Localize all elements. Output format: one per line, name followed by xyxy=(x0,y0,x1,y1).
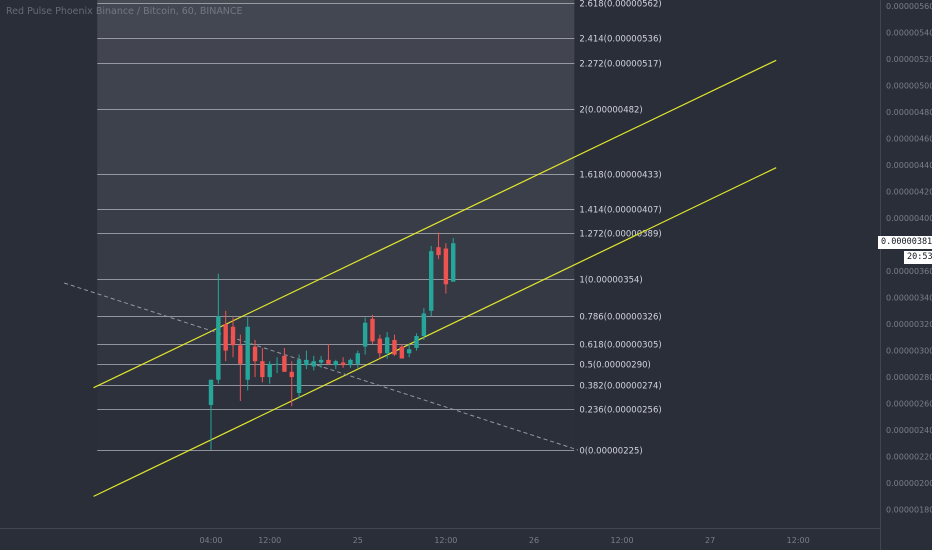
fib-label: 2(0.00000482) xyxy=(579,106,642,116)
fib-label: 1.414(0.00000407) xyxy=(579,206,661,216)
candle-body xyxy=(436,247,441,256)
candle-body xyxy=(392,339,397,355)
channel-lower-line xyxy=(93,167,777,497)
fib-label: 0.5(0.00000290) xyxy=(579,361,651,371)
candle-body xyxy=(318,359,324,363)
fib-label: 1.618(0.00000433) xyxy=(579,171,661,181)
candle-body xyxy=(362,322,368,347)
candle-body xyxy=(296,359,302,393)
fib-label: 2.618(0.00000562) xyxy=(579,0,661,10)
candle-body xyxy=(311,361,316,367)
fib-zone xyxy=(97,174,575,209)
fib-zone xyxy=(97,0,575,4)
candle-body xyxy=(223,324,228,351)
candle-body xyxy=(274,363,280,365)
candle-body xyxy=(429,251,434,311)
candle-body xyxy=(230,326,236,346)
fib-label: 1.272(0.00000389) xyxy=(579,230,661,240)
candle-body xyxy=(348,359,353,366)
candle-body xyxy=(355,353,360,364)
price-axis-label: 0.00000180 xyxy=(886,506,932,515)
fib-zone xyxy=(97,408,575,450)
candle-body xyxy=(289,371,294,378)
price-axis-label: 0.00000560 xyxy=(886,2,932,11)
fib-label: 1(0.00000354) xyxy=(579,276,642,286)
candle-body xyxy=(245,326,250,380)
candle-body xyxy=(399,346,405,359)
candle-body xyxy=(384,337,390,354)
time-axis-label: 27 xyxy=(705,536,715,545)
price-axis-label: 0.00000320 xyxy=(886,320,932,329)
candle-body xyxy=(208,379,214,405)
time-axis-label: 12:00 xyxy=(611,536,634,545)
candle-body xyxy=(414,336,419,348)
candle-body xyxy=(282,355,287,372)
fib-label: 0(0.00000225) xyxy=(579,447,642,457)
candle-body xyxy=(326,359,331,364)
candle-body xyxy=(443,248,449,285)
price-axis-label: 0.00000460 xyxy=(886,134,932,143)
time-axis-label: 12:00 xyxy=(434,536,457,545)
fib-label: 2.414(0.00000536) xyxy=(579,35,661,45)
price-axis-label: 0.00000420 xyxy=(886,188,932,197)
price-axis-label: 0.00000520 xyxy=(886,55,932,64)
fib-zone xyxy=(97,279,575,317)
time-axis-label: 26 xyxy=(529,536,539,545)
candle-body xyxy=(406,349,412,354)
fib-label: 0.618(0.00000305) xyxy=(579,341,661,351)
time-axis-label: 12:00 xyxy=(258,536,281,545)
price-axis-label: 0.00000240 xyxy=(886,426,932,435)
price-axis-label: 0.00000500 xyxy=(886,81,932,90)
fib-zone xyxy=(97,316,575,344)
fib-zone xyxy=(97,109,575,175)
candle-body xyxy=(333,361,338,366)
price-axis-label: 0.00000540 xyxy=(886,28,932,37)
candle-body xyxy=(421,313,427,336)
candle-body xyxy=(370,318,375,342)
candle-body xyxy=(252,346,258,362)
last-price-tag: 0.00000381 xyxy=(878,236,932,249)
fib-zone xyxy=(97,62,575,110)
candle-body xyxy=(267,363,272,378)
candle-body xyxy=(304,359,309,366)
countdown-tag: 20:53 xyxy=(904,251,932,264)
symbol-legend: Red Pulse Phoenix Binance / Bitcoin, 60,… xyxy=(6,6,243,17)
price-axis-label: 0.00000300 xyxy=(886,347,932,356)
fib-zone xyxy=(97,3,575,38)
fib-label: 0.236(0.00000256) xyxy=(579,406,661,416)
time-axis-label: 04:00 xyxy=(199,536,222,545)
channel-upper-line xyxy=(93,59,777,389)
fib-zone xyxy=(97,385,575,409)
time-axis-label: 25 xyxy=(353,536,363,545)
price-axis-label: 0.00000360 xyxy=(886,267,932,276)
time-axis-label: 12:00 xyxy=(787,536,810,545)
fib-zone xyxy=(97,208,575,233)
dashed-trendline xyxy=(64,282,579,451)
price-axis-label: 0.00000480 xyxy=(886,108,932,117)
price-axis-label: 0.00000440 xyxy=(886,161,932,170)
candle-body xyxy=(377,338,383,354)
price-axis-label: 0.00000340 xyxy=(886,294,932,303)
candle-body xyxy=(260,361,265,378)
fib-label: 0.382(0.00000274) xyxy=(579,382,661,392)
price-axis-label: 0.00000260 xyxy=(886,400,932,409)
fib-label: 0.786(0.00000326) xyxy=(579,313,661,323)
fib-zone xyxy=(97,37,575,63)
price-axis-label: 0.00000200 xyxy=(886,479,932,488)
candle-body xyxy=(216,316,221,380)
price-axis-label: 0.00000220 xyxy=(886,453,932,462)
candle-body xyxy=(451,243,456,282)
fib-label: 2.272(0.00000517) xyxy=(579,60,661,70)
candle-body xyxy=(238,345,243,364)
price-axis-label: 0.00000280 xyxy=(886,373,932,382)
candle-body xyxy=(340,362,346,366)
price-axis-label: 0.00000400 xyxy=(886,214,932,223)
